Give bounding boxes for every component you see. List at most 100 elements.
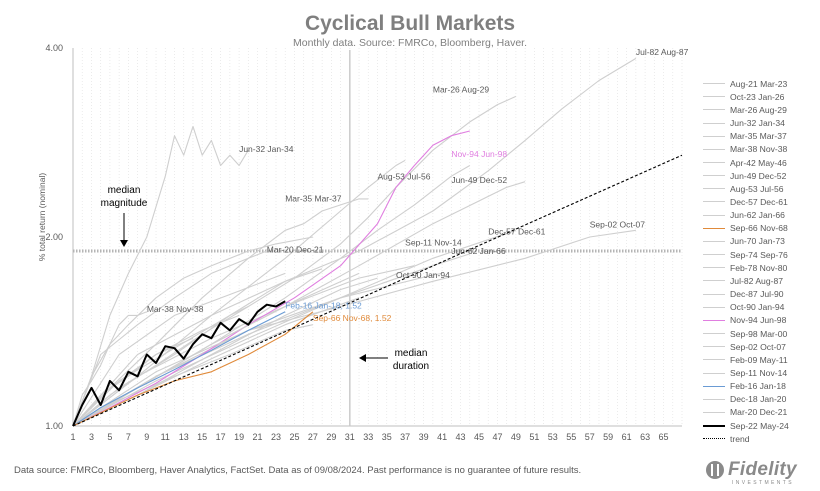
legend-item: Sep-74 Sep-76: [703, 248, 815, 261]
legend-label: Dec-18 Jan-20: [730, 394, 787, 405]
legend-swatch: [703, 254, 725, 256]
x-tick-label: 43: [456, 432, 466, 442]
x-tick-label: 41: [437, 432, 447, 442]
legend-swatch: [703, 96, 725, 98]
x-tick-label: 47: [492, 432, 502, 442]
legend-swatch: [703, 359, 725, 361]
legend-swatch: [703, 293, 725, 295]
legend-item: Aug-21 Mar-23: [703, 77, 815, 90]
legend-label: Feb-09 May-11: [730, 354, 788, 365]
series-annotation: Mar-35 Mar-37: [285, 193, 341, 203]
legend-label: Mar-20 Dec-21: [730, 407, 788, 418]
legend-label: Nov-94 Jun-98: [730, 315, 787, 326]
legend-item: Mar-26 Aug-29: [703, 103, 815, 116]
series-line-trend: [72, 154, 683, 427]
series-line-nov-94-jun-98: [72, 130, 470, 427]
legend-item: Sep-02 Oct-07: [703, 340, 815, 353]
x-tick-label: 23: [271, 432, 281, 442]
legend-swatch: [703, 83, 725, 85]
legend-item: Jun-32 Jan-34: [703, 116, 815, 129]
legend-label: trend: [730, 433, 750, 444]
legend-item: Dec-87 Jul-90: [703, 288, 815, 301]
legend-item: Mar-20 Dec-21: [703, 406, 815, 419]
chart-plot: 4.002.001.001 3 5 7 9 11 13 15 17 19 21 23 25 27 29 31 3…: [37, 43, 689, 442]
y-tick-label: 1.00: [45, 421, 63, 431]
legend-item: trend: [703, 432, 815, 445]
legend-item: Feb-78 Nov-80: [703, 261, 815, 274]
legend-label: Feb-78 Nov-80: [730, 262, 788, 273]
legend-label: Sep-98 Mar-00: [730, 328, 788, 339]
legend-label: Jun-62 Jan-66: [730, 210, 785, 221]
x-tick-label: 17: [216, 432, 226, 442]
fidelity-logo-subtext: INVESTMENTS: [732, 480, 794, 486]
series-annotation: Aug-53 Jul-56: [378, 171, 431, 181]
series-annotation: Jun-62 Jan-66: [451, 246, 506, 256]
legend-swatch: [703, 319, 725, 321]
legend-label: Sep-74 Sep-76: [730, 249, 788, 260]
legend-swatch: [703, 398, 725, 400]
legend-label: Apr-42 May-46: [730, 157, 787, 168]
x-tick-label: 11: [161, 432, 170, 442]
y-axis-label: % total return (nominal): [37, 173, 47, 262]
x-tick-label: 13: [179, 432, 189, 442]
legend-swatch: [703, 148, 725, 150]
series-annotation: Sep-11 Nov-14: [405, 237, 462, 247]
series-line-sep-66-nov-68: [72, 311, 314, 427]
chart-legend: Aug-21 Mar-23 Oct-23 Jan-26 Mar-26 Aug-29 J…: [703, 77, 815, 445]
x-tick-label: 63: [640, 432, 650, 442]
series-line-jun-32-jan-34: [72, 125, 249, 427]
legend-item: Oct-90 Jan-94: [703, 301, 815, 314]
legend-item: Nov-94 Jun-98: [703, 314, 815, 327]
median-magnitude-label: median: [108, 185, 141, 196]
x-tick-label: 7: [126, 432, 131, 442]
legend-item: Apr-42 May-46: [703, 156, 815, 169]
x-tick-label: 1: [70, 432, 75, 442]
series-annotation: Jun-32 Jan-34: [239, 144, 294, 154]
series-annotation: Sep-02 Oct-07: [590, 220, 646, 230]
legend-item: Sep-66 Nov-68: [703, 222, 815, 235]
x-tick-label: 49: [511, 432, 521, 442]
legend-swatch: [703, 438, 725, 440]
legend-swatch: [703, 240, 725, 242]
series-line-feb-09-may-11: [72, 236, 314, 427]
legend-swatch: [703, 188, 725, 190]
x-tick-label: 27: [308, 432, 318, 442]
x-tick-label: 29: [326, 432, 336, 442]
x-tick-label: 3: [89, 432, 94, 442]
legend-item: Aug-53 Jul-56: [703, 182, 815, 195]
series-annotation: Mar-38 Nov-38: [147, 304, 204, 314]
series-line-mar-26-aug-29: [72, 95, 517, 427]
series-annotation: Jul-82 Aug-87: [636, 47, 689, 57]
median-duration-label: median: [395, 348, 428, 359]
legend-swatch: [703, 333, 725, 335]
median-duration-label: duration: [393, 361, 429, 372]
legend-swatch: [703, 280, 725, 282]
y-tick-label: 4.00: [45, 43, 63, 53]
legend-swatch: [703, 162, 725, 164]
legend-label: Mar-35 Mar-37: [730, 131, 787, 142]
legend-swatch: [703, 122, 725, 124]
x-tick-label: 39: [419, 432, 429, 442]
x-tick-label: 33: [363, 432, 373, 442]
legend-swatch: [703, 411, 725, 413]
legend-label: Feb-16 Jan-18: [730, 381, 786, 392]
x-tick-label: 65: [659, 432, 669, 442]
legend-item: Feb-09 May-11: [703, 353, 815, 366]
series-line-jul-82-aug-87: [72, 57, 637, 427]
legend-label: Aug-21 Mar-23: [730, 78, 788, 89]
series-annotation: Sep-66 Nov-68, 1.52: [313, 313, 392, 323]
x-tick-label: 21: [253, 432, 263, 442]
median-magnitude-label: magnitude: [101, 198, 148, 209]
y-tick-label: 2.00: [45, 232, 63, 242]
legend-swatch: [703, 267, 725, 269]
series-annotation: Jun-49 Dec-52: [451, 175, 507, 185]
x-tick-label: 19: [234, 432, 244, 442]
x-tick-label: 35: [382, 432, 392, 442]
legend-item: Sep-22 May-24: [703, 419, 815, 432]
legend-item: Mar-38 Nov-38: [703, 143, 815, 156]
legend-label: Dec-87 Jul-90: [730, 289, 784, 300]
x-tick-label: 15: [197, 432, 207, 442]
x-tick-label: 55: [566, 432, 576, 442]
legend-label: Jun-70 Jan-73: [730, 236, 785, 247]
series-line-aug-53-jul-56: [72, 159, 406, 427]
